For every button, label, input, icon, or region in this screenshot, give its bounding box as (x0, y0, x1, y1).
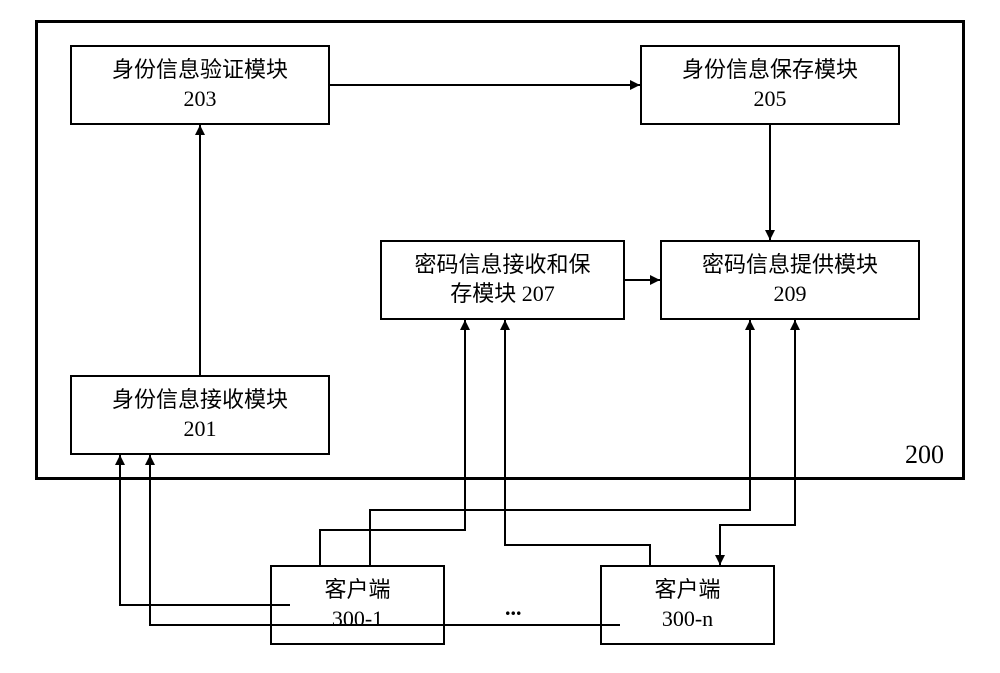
node-203: 身份信息验证模块 203 (70, 45, 330, 125)
node-209-title: 密码信息提供模块 (702, 251, 878, 280)
node-203-id: 203 (184, 85, 217, 114)
node-client-n-title: 客户端 (654, 576, 720, 605)
node-205-id: 205 (754, 85, 787, 114)
node-201: 身份信息接收模块 201 (70, 375, 330, 455)
node-client-n: 客户端 300-n (600, 565, 775, 645)
node-205-title: 身份信息保存模块 (682, 56, 858, 85)
container-200-label: 200 (905, 440, 944, 470)
node-client-1: 客户端 300-1 (270, 565, 445, 645)
node-client-n-id: 300-n (662, 605, 713, 634)
node-203-title: 身份信息验证模块 (112, 56, 288, 85)
node-205: 身份信息保存模块 205 (640, 45, 900, 125)
node-207-line2: 存模块 207 (450, 280, 555, 309)
node-209-id: 209 (774, 280, 807, 309)
node-client-1-title: 客户端 (324, 576, 390, 605)
ellipsis: ... (505, 595, 522, 621)
node-201-title: 身份信息接收模块 (112, 386, 288, 415)
node-209: 密码信息提供模块 209 (660, 240, 920, 320)
node-207: 密码信息接收和保 存模块 207 (380, 240, 625, 320)
node-client-1-id: 300-1 (332, 605, 383, 634)
diagram-canvas: 200 身份信息验证模块 203 身份信息保存模块 205 密码信息接收和保 存… (0, 0, 1000, 673)
node-201-id: 201 (184, 415, 217, 444)
node-207-line1: 密码信息接收和保 (414, 251, 590, 280)
